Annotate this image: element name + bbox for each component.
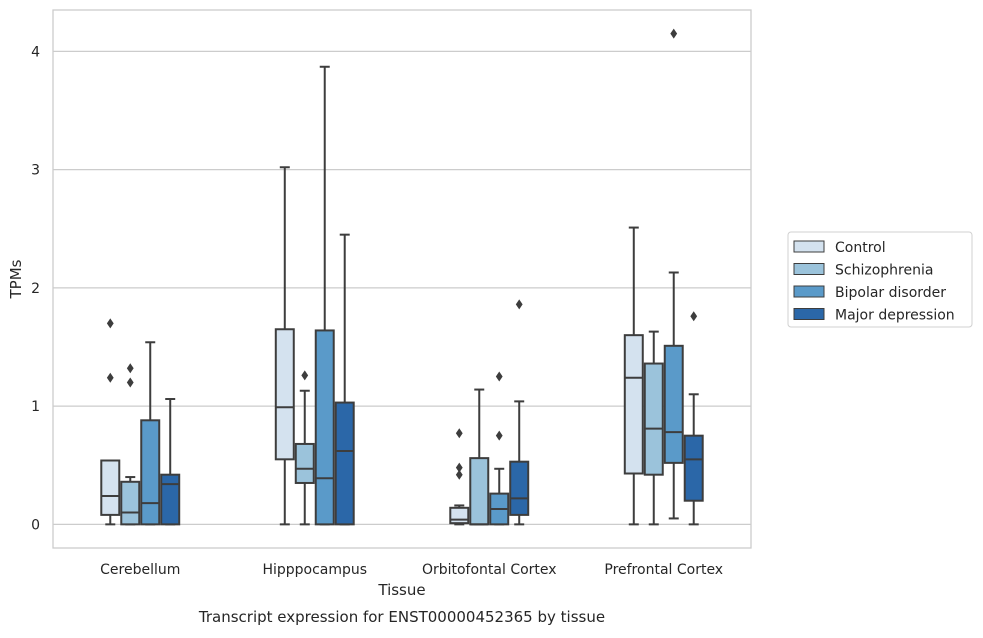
box-hipppocampus-control: [274, 166, 295, 526]
box-prefrontal-cortex-control: [623, 226, 644, 526]
box-iqr: [100, 459, 121, 516]
box-prefrontal-cortex-bipolar-disorder: [663, 28, 684, 520]
outlier-point: [690, 311, 698, 322]
x-tick-label-prefrontal-cortex: Prefrontal Cortex: [604, 562, 723, 578]
outlier-point: [301, 370, 309, 381]
y-tick-label-3: 3: [31, 163, 40, 179]
legend-swatch: [793, 285, 825, 298]
legend-swatch: [793, 263, 825, 275]
box-prefrontal-cortex-major-depression: [683, 311, 704, 526]
box-orbitofontal-cortex-schizophrenia: [469, 388, 490, 526]
box-cerebellum-schizophrenia: [120, 363, 141, 526]
legend-swatch: [793, 308, 825, 320]
box-cerebellum-major-depression: [160, 398, 181, 526]
box-iqr: [449, 506, 470, 525]
box-hipppocampus-bipolar-disorder: [314, 65, 335, 526]
boxes-layer: [100, 28, 704, 526]
box-orbitofontal-cortex-bipolar-disorder: [489, 371, 510, 526]
box-iqr: [120, 480, 141, 526]
x-tick-label-cerebellum: Cerebellum: [100, 562, 180, 578]
box-hipppocampus-major-depression: [334, 233, 355, 526]
box-iqr: [663, 344, 684, 464]
box-iqr: [274, 328, 295, 461]
outlier-point: [455, 428, 463, 439]
legend-label: Major depression: [835, 308, 955, 324]
box-hipppocampus-schizophrenia: [294, 370, 315, 526]
box-iqr: [140, 419, 161, 526]
legend-frame: [787, 231, 973, 328]
box-iqr: [160, 473, 181, 526]
legend: Control Schizophrenia Bipolar disorder Majo…: [787, 231, 973, 328]
box-orbitofontal-cortex-major-depression: [509, 299, 530, 526]
outlier-point: [106, 318, 114, 329]
legend-item-schizophrenia: Schizophrenia: [793, 263, 933, 279]
outlier-point: [495, 430, 503, 441]
y-tick-label-2: 2: [31, 281, 40, 297]
box-cerebellum-bipolar-disorder: [140, 341, 161, 526]
x-axis-title: Tissue: [377, 581, 425, 599]
y-axis-title: TPMs: [7, 259, 25, 299]
outlier-point: [455, 469, 463, 480]
x-tick-label-orbitofontal-cortex: Orbitofontal Cortex: [422, 562, 557, 578]
legend-swatch: [793, 240, 825, 253]
box-orbitofontal-cortex-control: [449, 428, 470, 526]
chart-caption: Transcript expression for ENST0000045236…: [198, 608, 605, 626]
box-iqr: [294, 442, 315, 484]
plot-frame: [52, 9, 752, 549]
y-tick-label-1: 1: [31, 399, 40, 415]
box-iqr: [643, 362, 664, 476]
legend-label: Schizophrenia: [835, 263, 933, 279]
y-tick-labels: 0 1 2 3 4: [31, 44, 40, 533]
y-tick-label-0: 0: [31, 517, 40, 533]
x-tick-labels: Cerebellum Hipppocampus Orbitofontal Corte…: [100, 562, 723, 578]
legend-label: Control: [835, 240, 886, 256]
box-cerebellum-control: [100, 318, 121, 526]
box-iqr: [683, 434, 704, 502]
y-tick-label-4: 4: [31, 44, 40, 60]
legend-item-major-depression: Major depression: [793, 308, 955, 324]
outlier-point: [106, 372, 114, 383]
legend-label: Bipolar disorder: [835, 285, 946, 301]
box-prefrontal-cortex-schizophrenia: [643, 330, 664, 526]
outlier-point: [670, 28, 678, 39]
box-iqr: [509, 460, 530, 516]
x-tick-label-hipppocampus: Hipppocampus: [262, 562, 367, 578]
box-iqr: [623, 334, 644, 475]
outlier-point: [495, 371, 503, 382]
box-iqr: [469, 457, 490, 526]
box-iqr: [314, 329, 335, 526]
outlier-point: [515, 299, 523, 310]
outlier-point: [455, 462, 463, 473]
legend-item-bipolar-disorder: Bipolar disorder: [793, 285, 946, 301]
box-iqr: [334, 401, 355, 526]
legend-item-control: Control: [793, 240, 886, 256]
outlier-point: [126, 363, 134, 374]
outlier-point: [126, 377, 134, 388]
